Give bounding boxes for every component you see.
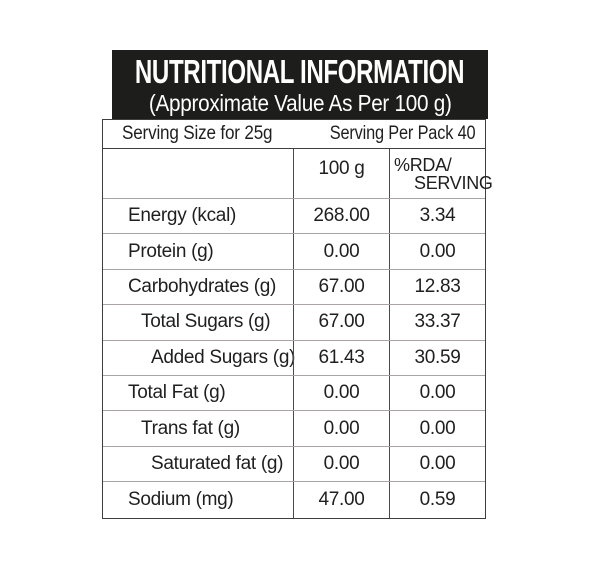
nutrient-value-per-100g: 268.00 — [293, 199, 389, 234]
nutrient-value-per-100g: 0.00 — [293, 411, 389, 446]
nutrient-row-total-sugars: Total Sugars (g) 67.00 33.37 — [103, 305, 485, 341]
nutrient-value-per-100g: 67.00 — [293, 269, 389, 305]
nutrient-label: Total Sugars (g) — [141, 311, 271, 333]
header-rda-line1: %RDA/ — [394, 155, 452, 175]
serving-per-pack-text: Serving Per Pack 40 — [329, 123, 475, 144]
nutrient-value-rda: 0.00 — [389, 234, 485, 269]
nutrient-row-saturated-fat: Saturated fat (g) 0.00 0.00 — [103, 446, 485, 483]
nutrient-label: Saturated fat (g) — [151, 452, 284, 474]
serving-info-row: Serving Size for 25g Serving Per Pack 40 — [103, 120, 485, 149]
nutrient-value-rda: 0.00 — [389, 411, 485, 446]
label-subtitle: (Approximate Value As Per 100 g) — [148, 89, 452, 116]
nutrient-value-rda: 30.59 — [389, 340, 485, 375]
nutrient-value-per-100g: 0.00 — [293, 234, 389, 269]
nutrient-value-per-100g: 0.00 — [293, 375, 389, 411]
serving-size-text: Serving Size for 25g — [122, 123, 273, 144]
nutrient-label: Sodium (mg) — [128, 488, 234, 510]
nutrient-value-per-100g: 0.00 — [293, 446, 389, 482]
nutrient-label: Added Sugars (g) — [151, 346, 296, 368]
nutrient-value-per-100g: 61.43 — [293, 340, 389, 375]
nutrient-value-rda: 3.34 — [389, 199, 485, 234]
nutrient-label: Trans fat (g) — [141, 417, 240, 439]
nutrient-row-trans-fat: Trans fat (g) 0.00 0.00 — [103, 411, 485, 447]
nutrition-table: Serving Size for 25g Serving Per Pack 40… — [102, 119, 493, 519]
header-rda-cell: %RDA/ SERVING — [389, 149, 493, 198]
header-rda-line2: SERVING — [414, 173, 493, 193]
nutrient-row-energy: Energy (kcal) 268.00 3.34 — [103, 199, 485, 235]
title-block: NUTRITIONAL INFORMATION (Approximate Val… — [112, 50, 488, 119]
nutrient-row-protein: Protein (g) 0.00 0.00 — [103, 234, 485, 270]
label-title: NUTRITIONAL INFORMATION — [135, 52, 465, 90]
nutrient-row-total-fat: Total Fat (g) 0.00 0.00 — [103, 375, 485, 412]
nutrient-value-rda: 0.00 — [389, 446, 485, 482]
nutrient-value-per-100g: 47.00 — [293, 482, 389, 518]
nutrient-row-carbohydrates: Carbohydrates (g) 67.00 12.83 — [103, 269, 485, 306]
nutrient-value-rda: 12.83 — [389, 269, 485, 305]
nutrient-label: Energy (kcal) — [128, 205, 237, 227]
nutrient-label: Carbohydrates (g) — [128, 275, 277, 297]
nutrient-label: Total Fat (g) — [128, 382, 226, 404]
nutrient-row-added-sugars: Added Sugars (g) 61.43 30.59 — [103, 340, 485, 376]
nutrient-value-rda: 0.59 — [389, 482, 485, 518]
nutrient-value-rda: 33.37 — [389, 305, 485, 340]
nutrient-value-rda: 0.00 — [389, 375, 485, 411]
nutrient-value-per-100g: 67.00 — [293, 305, 389, 340]
table-header-row: 100 g %RDA/ SERVING — [103, 149, 493, 199]
nutrient-label: Protein (g) — [128, 240, 214, 262]
header-per-100g-cell: 100 g — [293, 149, 389, 198]
nutrient-row-sodium: Sodium (mg) 47.00 0.59 — [103, 482, 485, 518]
header-nutrient-cell — [103, 149, 293, 198]
